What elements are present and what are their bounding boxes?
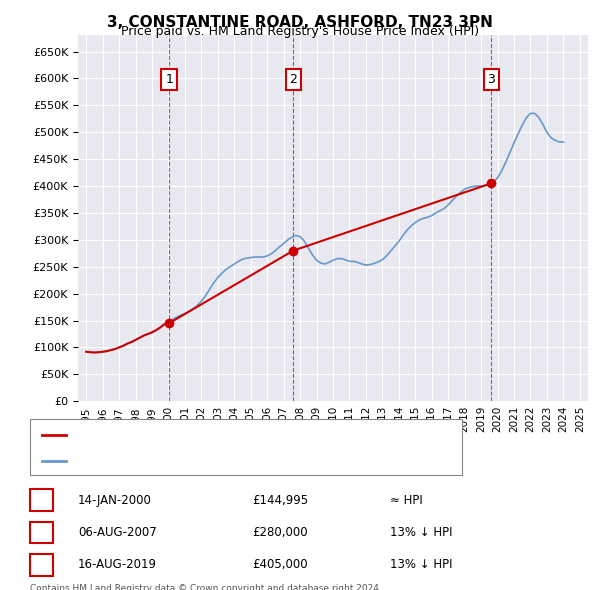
Text: HPI: Average price, detached house, Ashford: HPI: Average price, detached house, Ashf… — [72, 456, 305, 466]
Text: Price paid vs. HM Land Registry's House Price Index (HPI): Price paid vs. HM Land Registry's House … — [121, 25, 479, 38]
Text: 1: 1 — [165, 73, 173, 86]
Text: 16-AUG-2019: 16-AUG-2019 — [78, 558, 157, 572]
Text: £144,995: £144,995 — [252, 493, 308, 507]
Text: 3: 3 — [37, 558, 46, 572]
Text: 3, CONSTANTINE ROAD, ASHFORD, TN23 3PN (detached house): 3, CONSTANTINE ROAD, ASHFORD, TN23 3PN (… — [72, 430, 403, 440]
Text: Contains HM Land Registry data © Crown copyright and database right 2024.
This d: Contains HM Land Registry data © Crown c… — [30, 584, 382, 590]
Text: 14-JAN-2000: 14-JAN-2000 — [78, 493, 152, 507]
Text: £280,000: £280,000 — [252, 526, 308, 539]
Text: 3, CONSTANTINE ROAD, ASHFORD, TN23 3PN: 3, CONSTANTINE ROAD, ASHFORD, TN23 3PN — [107, 15, 493, 30]
Text: 3: 3 — [487, 73, 495, 86]
Text: £405,000: £405,000 — [252, 558, 308, 572]
Text: 2: 2 — [37, 526, 46, 539]
Text: 2: 2 — [289, 73, 297, 86]
Text: 13% ↓ HPI: 13% ↓ HPI — [390, 558, 452, 572]
Text: 1: 1 — [37, 493, 46, 507]
Text: ≈ HPI: ≈ HPI — [390, 493, 423, 507]
Text: 06-AUG-2007: 06-AUG-2007 — [78, 526, 157, 539]
Text: 13% ↓ HPI: 13% ↓ HPI — [390, 526, 452, 539]
